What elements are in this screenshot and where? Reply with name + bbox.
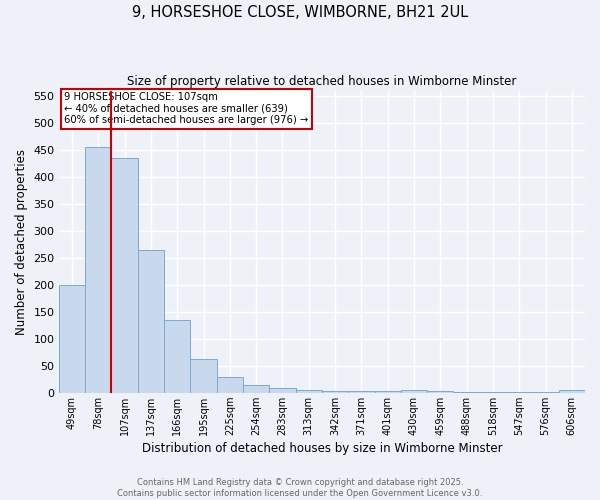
Bar (427, 391, 454, 393)
Bar (59, 285, 85, 393)
Bar (217, 376, 243, 393)
Bar (401, 390, 427, 393)
Bar (164, 320, 190, 393)
Text: 9 HORSESHOE CLOSE: 107sqm
← 40% of detached houses are smaller (639)
60% of semi: 9 HORSESHOE CLOSE: 107sqm ← 40% of detac… (64, 92, 308, 126)
Y-axis label: Number of detached properties: Number of detached properties (15, 148, 28, 334)
Bar (374, 391, 401, 393)
Bar (269, 388, 296, 393)
Bar (190, 360, 217, 393)
Bar (138, 250, 164, 393)
Bar (85, 147, 112, 393)
X-axis label: Distribution of detached houses by size in Wimborne Minster: Distribution of detached houses by size … (142, 442, 502, 455)
Bar (506, 392, 532, 393)
Bar (348, 391, 374, 393)
Text: Contains HM Land Registry data © Crown copyright and database right 2025.
Contai: Contains HM Land Registry data © Crown c… (118, 478, 482, 498)
Text: 9, HORSESHOE CLOSE, WIMBORNE, BH21 2UL: 9, HORSESHOE CLOSE, WIMBORNE, BH21 2UL (132, 5, 468, 20)
Bar (296, 390, 322, 393)
Bar (480, 392, 506, 393)
Bar (454, 392, 480, 393)
Bar (322, 391, 348, 393)
Bar (559, 390, 585, 393)
Title: Size of property relative to detached houses in Wimborne Minster: Size of property relative to detached ho… (127, 75, 517, 88)
Bar (243, 384, 269, 393)
Bar (532, 392, 559, 393)
Bar (112, 158, 138, 393)
